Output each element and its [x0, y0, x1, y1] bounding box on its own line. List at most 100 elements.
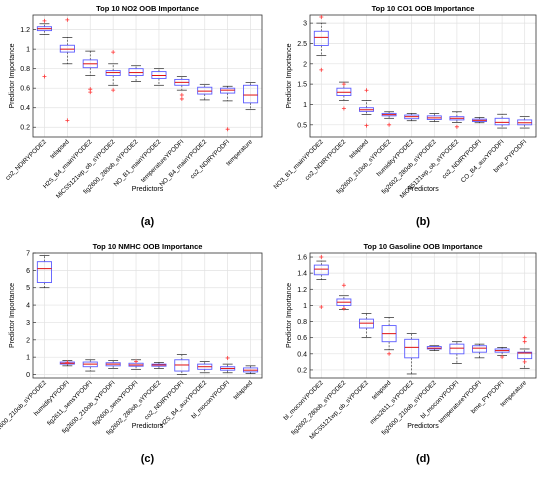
x-tick-label: bl_moconYPODE2: [282, 379, 325, 422]
outlier-point: [522, 339, 527, 344]
y-tick-label: 5: [26, 285, 30, 292]
outlier-point: [65, 118, 70, 123]
outlier-point: [454, 124, 459, 129]
outlier-point: [134, 359, 139, 364]
plot-area: [310, 15, 536, 137]
y-tick-label: 0.2: [297, 367, 307, 374]
chart-panel-d: 0.20.40.60.811.21.41.6bl_moconYPODE2fig2…: [282, 242, 537, 465]
outlier-point: [364, 88, 369, 93]
x-tick-label: co2_NDIRYPODFI: [189, 138, 231, 180]
box-9: [517, 335, 533, 369]
plot-area: [310, 253, 536, 378]
outlier-point: [225, 356, 230, 361]
outlier-point: [319, 15, 324, 20]
box-0: [36, 18, 52, 79]
chart-panel-b: 0.511.522.53NO3_B1_mainYPODE2co2_NDIRYPO…: [272, 4, 537, 228]
axes-frame: [309, 252, 537, 379]
outlier-point: [341, 306, 346, 311]
chart-title: Top 10 CO1 OOB Importance: [372, 4, 475, 13]
box-7: [472, 343, 487, 359]
y-axis-label: Predictor Importance: [9, 43, 16, 108]
y-tick-label: 1.2: [20, 27, 30, 34]
outlier-point: [179, 93, 184, 98]
outlier-point: [88, 90, 93, 95]
y-tick-label: 0.6: [297, 335, 307, 342]
outlier-point: [387, 351, 392, 356]
y-axis-label: Predictor Importance: [9, 283, 16, 348]
box-4: [404, 333, 420, 375]
outlier-point: [341, 106, 346, 111]
x-tick-label: co2_NDIRYPODE2: [4, 138, 48, 182]
y-tick-label: 1: [303, 102, 307, 109]
box-1: [336, 81, 352, 111]
chart-title: Top 10 Gasoline OOB Importance: [363, 242, 482, 251]
outlier-point: [341, 82, 346, 87]
box-2: [82, 50, 98, 95]
outlier-point: [500, 355, 505, 360]
box-3: [105, 360, 121, 369]
panel-label: (c): [141, 453, 155, 465]
box-1: [336, 283, 352, 311]
y-tick-label: 1.2: [297, 287, 307, 294]
outlier-point: [42, 74, 47, 79]
box-6: [174, 76, 190, 101]
box-iqr: [472, 345, 487, 353]
chart-panel-c: 01234567fig2600_210ob_sYPODE2humidityYPO…: [0, 242, 263, 465]
outlier-point: [179, 96, 184, 101]
y-tick-label: 0.4: [20, 105, 30, 112]
y-tick-label: 0: [26, 372, 30, 379]
outlier-point: [65, 17, 70, 22]
x-tick-label: telapsed: [348, 138, 370, 160]
box-iqr: [404, 338, 420, 359]
outlier-point: [111, 88, 116, 93]
box-2: [359, 313, 374, 339]
y-tick-label: 0.8: [20, 66, 30, 73]
plot-area: [33, 15, 262, 137]
outlier-point: [42, 18, 47, 23]
outlier-point: [522, 335, 527, 340]
outlier-point: [364, 123, 369, 128]
y-tick-label: 2: [26, 337, 30, 344]
y-tick-label: 1.4: [297, 271, 307, 278]
y-tick-label: 3: [303, 21, 307, 28]
y-tick-label: 0.4: [297, 351, 307, 358]
box-8: [220, 85, 236, 132]
x-tick-label: temperatureYPODFI: [140, 138, 186, 184]
box-9: [243, 365, 259, 375]
box-6: [174, 354, 190, 375]
outlier-point: [225, 127, 230, 132]
x-axis-label: Predictors: [407, 186, 439, 193]
axes-frame: [32, 252, 263, 379]
box-9: [517, 116, 533, 129]
box-iqr: [36, 261, 52, 283]
axes-frame: [32, 14, 263, 138]
y-tick-label: 0.6: [20, 86, 30, 93]
y-tick-label: 1.5: [297, 82, 307, 89]
box-8: [494, 347, 510, 360]
x-axis-label: Predictors: [132, 186, 164, 193]
y-tick-label: 3: [26, 320, 30, 327]
box-3: [105, 50, 121, 93]
y-tick-label: 0.2: [20, 125, 30, 132]
outlier-point: [319, 67, 324, 72]
x-tick-label: co2_NDIRYPODE2: [304, 138, 348, 182]
box-iqr: [449, 343, 465, 355]
box-7: [472, 117, 487, 124]
box-5: [426, 345, 442, 351]
box-6: [449, 341, 465, 364]
x-tick-label: co2_NDIRYPODFI: [143, 379, 185, 421]
box-6: [449, 111, 465, 129]
y-tick-label: 2: [303, 61, 307, 68]
y-tick-label: 0.8: [297, 319, 307, 326]
box-iqr: [494, 117, 510, 126]
y-tick-label: 1: [26, 47, 30, 54]
x-tick-label: temperatureYPODFI: [437, 379, 483, 425]
x-axis-label: Predictors: [407, 423, 439, 430]
box-5: [151, 68, 167, 86]
box-0: [313, 15, 329, 72]
panel-label: (d): [416, 453, 430, 465]
chart-title: Top 10 NO2 OOB Importance: [96, 4, 199, 13]
y-axis-label: Predictor Importance: [286, 283, 293, 348]
